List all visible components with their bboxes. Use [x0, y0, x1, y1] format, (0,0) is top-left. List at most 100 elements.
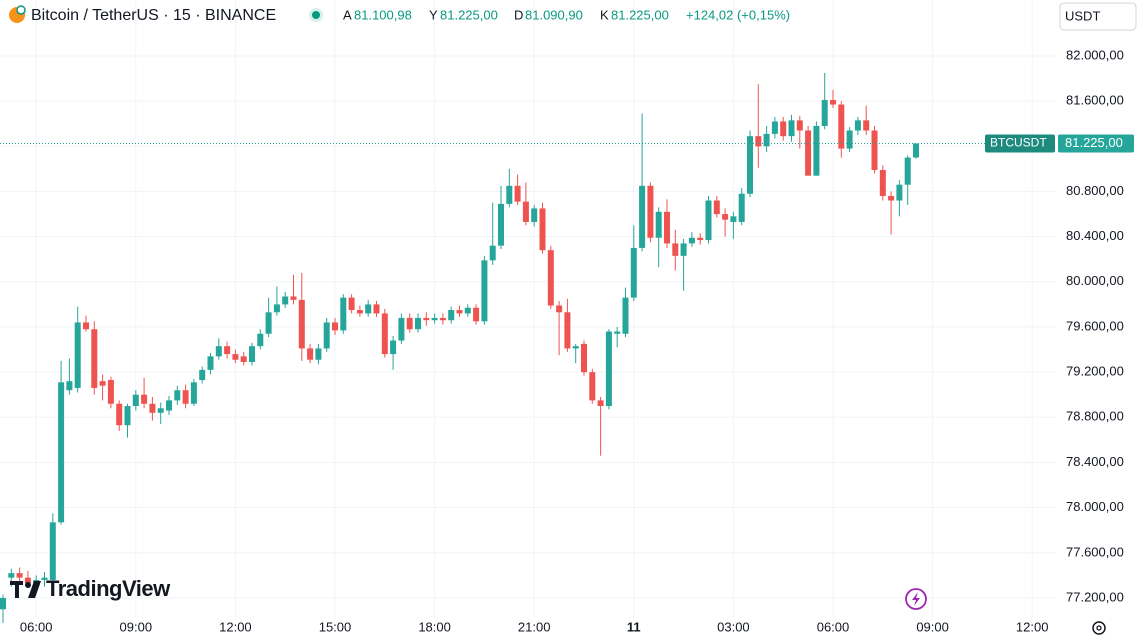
candle-body [240, 356, 247, 362]
candle-body [639, 185, 646, 248]
candle-body [307, 348, 314, 360]
ohlc-key: D [514, 7, 523, 22]
ohlc-key: A [343, 7, 352, 22]
candle-body [340, 297, 347, 331]
candle-body [879, 170, 886, 196]
candle-body [863, 120, 870, 131]
candle-body [846, 130, 853, 149]
candle-body [913, 143, 919, 158]
candle-body [8, 573, 15, 578]
y-tick-label: 79.200,00 [1066, 364, 1124, 379]
settings-icon[interactable] [1092, 621, 1106, 635]
candle-body [506, 185, 513, 204]
y-tick-label: 77.200,00 [1066, 589, 1124, 604]
candle-body [473, 307, 480, 322]
candle-body [747, 136, 753, 194]
candle-body [498, 203, 504, 246]
candle-body [423, 317, 430, 321]
y-tick-label: 81.600,00 [1066, 93, 1124, 108]
candle-body [514, 185, 521, 202]
x-tick-label: 12:00 [1016, 619, 1049, 634]
symbol-tag [985, 134, 1055, 153]
candles [0, 72, 919, 623]
candle-body [705, 200, 712, 241]
alert-bolt [912, 592, 920, 606]
y-tick-label: 78.400,00 [1066, 454, 1124, 469]
candle-body [871, 130, 878, 171]
candle-body [332, 322, 338, 331]
candle-body [0, 597, 6, 610]
candle-body [564, 312, 571, 349]
candle-body [780, 121, 787, 137]
candle-body [481, 260, 488, 322]
candle-body [249, 346, 255, 362]
candle-body [531, 208, 538, 222]
candle-body [290, 296, 297, 300]
y-tick-label: 80.000,00 [1066, 273, 1124, 288]
candle-body [149, 403, 156, 413]
y-tick-label: 77.600,00 [1066, 544, 1124, 559]
candle-body [589, 372, 596, 401]
candle-body [431, 317, 438, 321]
candle-body [622, 297, 629, 334]
ohlc-value: 81.225,00 [440, 7, 498, 22]
candle-body [838, 104, 845, 149]
candle-body [805, 130, 812, 176]
candle-body [406, 317, 413, 330]
symbol-tag-text: BTCUSDT [990, 136, 1047, 150]
candle-body [398, 317, 405, 341]
candle-body [813, 125, 820, 176]
candle-body [539, 208, 546, 251]
candle-body [323, 322, 330, 349]
candle-body [581, 343, 587, 373]
candle-body [730, 216, 737, 222]
x-tick-label: 15:00 [319, 619, 352, 634]
candle-body [821, 100, 828, 126]
candle-body [755, 136, 762, 147]
candle-body [830, 100, 836, 105]
candle-body [713, 200, 720, 215]
candle-body [265, 312, 272, 334]
candle-body [83, 322, 89, 330]
candle-body [232, 354, 239, 360]
candle-body [738, 193, 745, 222]
candle-body [224, 346, 231, 355]
candle-body [58, 382, 65, 523]
candle-body [174, 390, 181, 401]
candle-body [796, 120, 803, 131]
y-tick-label: 80.400,00 [1066, 228, 1124, 243]
candle-body [390, 340, 397, 355]
candle-body [664, 211, 670, 244]
candle-body [348, 297, 355, 311]
status-dot [312, 11, 320, 19]
candle-body [16, 573, 23, 578]
candle-body [215, 346, 222, 357]
candle-body [697, 237, 704, 241]
candle-body [182, 390, 189, 404]
change: +124,02 (+0,15%) [686, 7, 790, 22]
candle-body [356, 310, 363, 314]
ohlc-legend: A 81.100,98 Y 81.225,00 D 81.090,90 K 81.225,00 [343, 7, 669, 22]
ohlc-value: 81.225,00 [611, 7, 669, 22]
candle-body [722, 214, 729, 220]
candle-body [199, 369, 206, 381]
x-tick-label: 11 [627, 619, 641, 634]
candle-body [572, 346, 579, 349]
currency-label[interactable]: USDT [1065, 8, 1100, 23]
candle-body [464, 307, 471, 314]
grid [0, 0, 1056, 617]
ohlc-value: 81.090,90 [525, 7, 583, 22]
candle-body [630, 247, 637, 298]
candle-body [282, 296, 289, 305]
logo: TradingView [10, 576, 172, 601]
x-tick-label: 09:00 [120, 619, 153, 634]
x-tick-label: 12:00 [219, 619, 252, 634]
candle-body [763, 133, 770, 147]
candle-body [556, 305, 563, 313]
price-tag-text: 81.225,00 [1065, 135, 1123, 150]
ohlc-value: 81.100,98 [354, 7, 412, 22]
currency-select[interactable] [1059, 2, 1137, 31]
x-tick-label: 06:00 [817, 619, 850, 634]
